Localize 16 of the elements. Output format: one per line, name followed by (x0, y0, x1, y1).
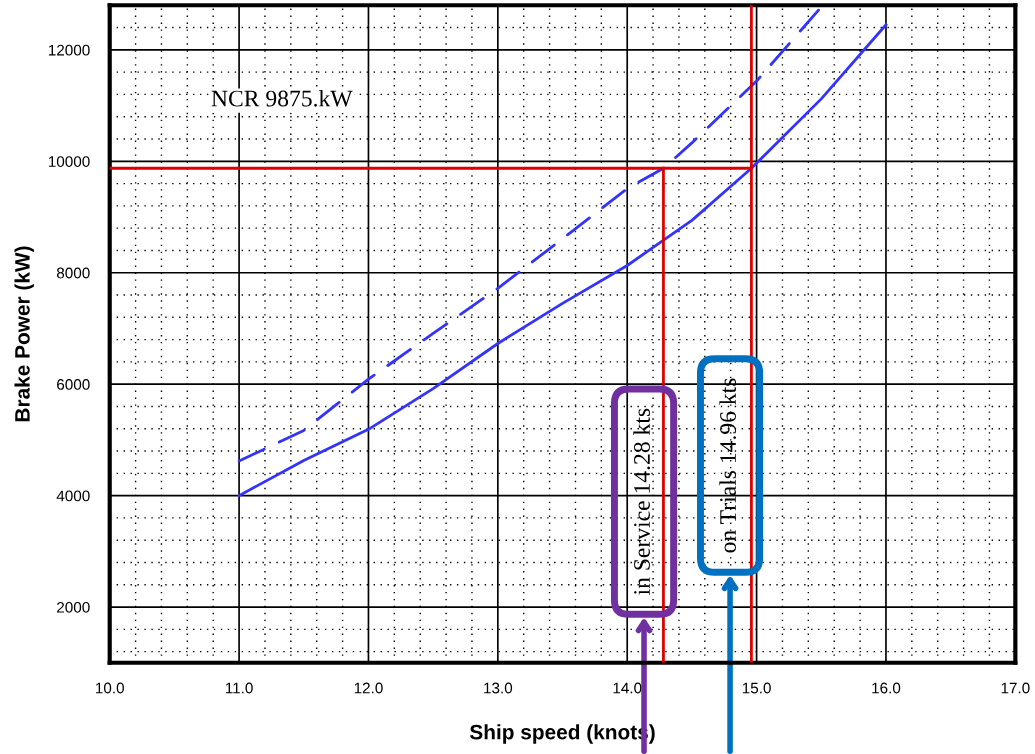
x-tick-label: 13.0 (484, 682, 513, 694)
y-tick-label: 6000 (57, 379, 90, 390)
x-tick-label: 17.0 (1001, 682, 1030, 694)
x-tick-label: 15.0 (742, 682, 771, 694)
y-tick-label: 10000 (48, 156, 90, 167)
y-tick-label: 12000 (48, 44, 90, 56)
x-tick-label: 10.0 (96, 682, 124, 694)
x-tick-label: 16.0 (872, 682, 901, 694)
x-tick-label: 11.0 (225, 682, 253, 694)
x-tick-label: 12.0 (354, 682, 383, 694)
y-tick-label: 4000 (56, 490, 90, 502)
y-axis-title: Brake Power (kW) (14, 246, 34, 422)
annotation: NCR 9875.kW (211, 89, 353, 107)
y-tick-label: 2000 (57, 601, 90, 613)
y-tick-label: 8000 (56, 267, 90, 279)
annotation: in Service 14.28 kts (633, 408, 651, 595)
